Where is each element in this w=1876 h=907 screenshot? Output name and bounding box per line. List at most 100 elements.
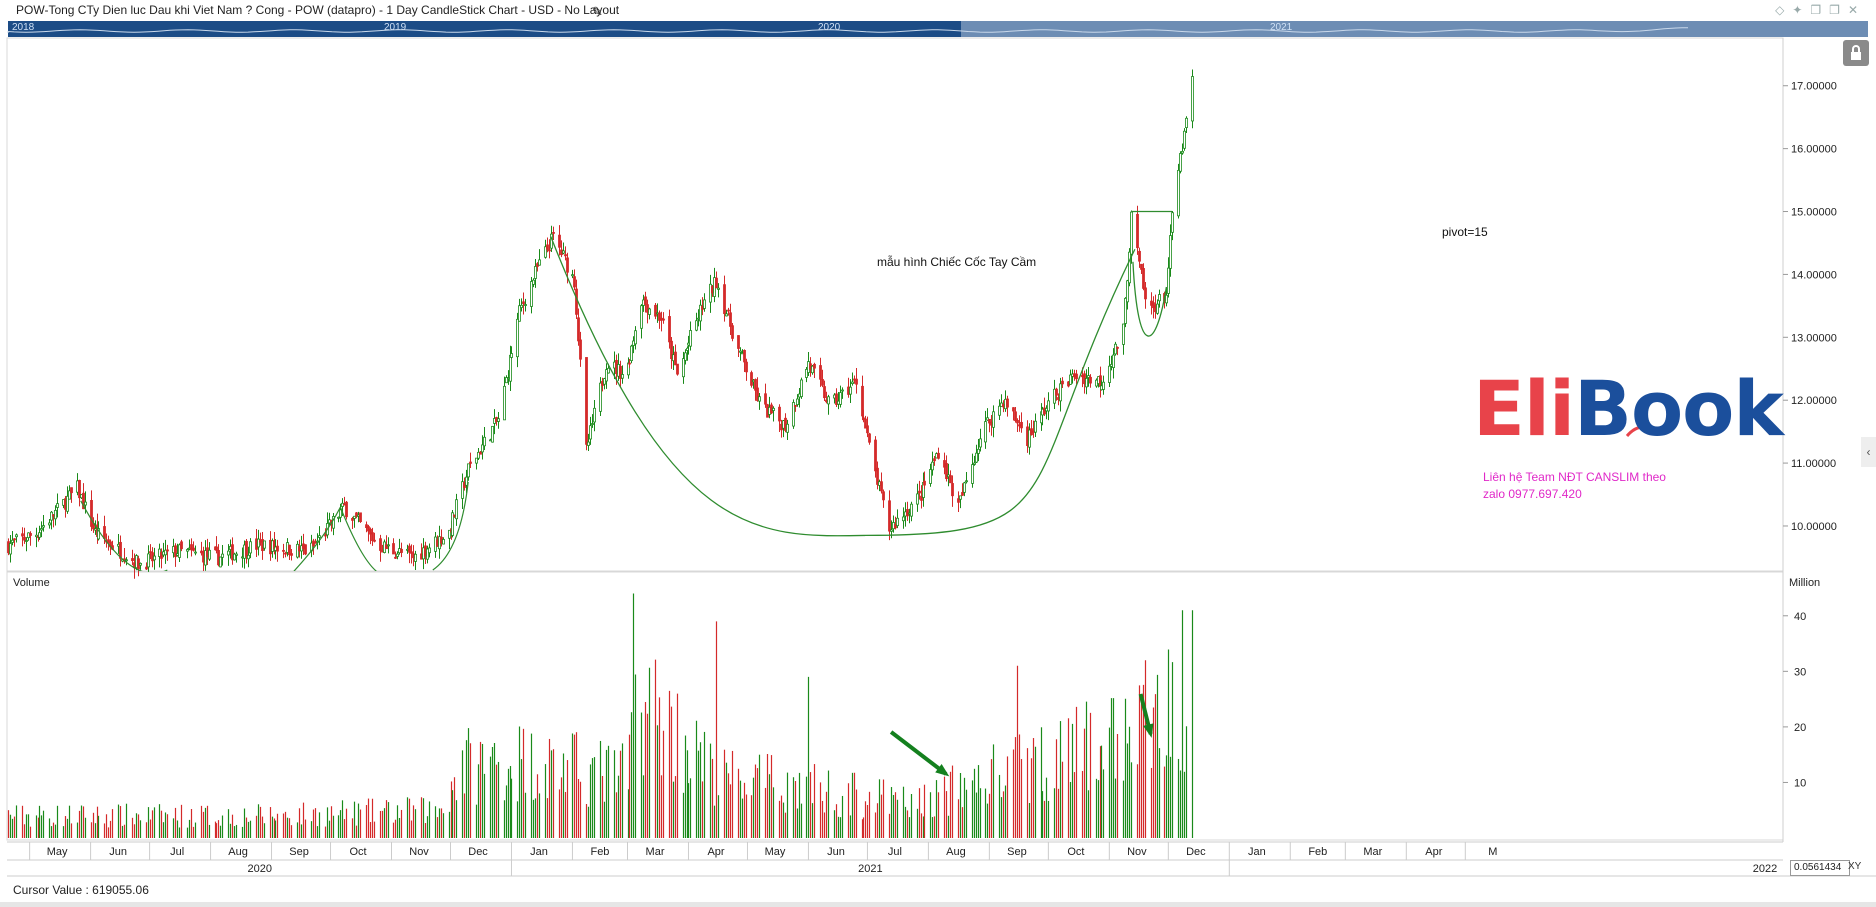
navigator-range[interactable] [961, 21, 1868, 37]
navigator-selection[interactable] [8, 21, 961, 37]
candle-body [503, 385, 506, 421]
candle-body [654, 304, 657, 317]
candle-body [973, 462, 976, 465]
candle-body [823, 386, 826, 399]
candle-body [862, 417, 865, 420]
candle-body [961, 492, 964, 496]
volume-arrow-head [1143, 723, 1154, 738]
logo-text-bo: Bo [1574, 364, 1683, 453]
candle-body [351, 518, 354, 521]
time-navigator[interactable]: 2018 2019 2020 2021 [8, 21, 1868, 37]
candle-body [754, 379, 757, 391]
candle-body [78, 479, 81, 499]
candle-body [868, 433, 871, 443]
candle-body [284, 552, 287, 555]
candle-body [461, 481, 464, 499]
candle-body [591, 423, 594, 425]
collapse-panel-icon[interactable]: ‹ [1861, 437, 1876, 467]
cup-curve [550, 236, 1136, 537]
contact-line: Liên hệ Team NĐT CANSLIM theo [1483, 470, 1666, 484]
candle-body [497, 418, 500, 422]
candle-body [1108, 365, 1111, 383]
restore-icon[interactable]: ❐ [1810, 3, 1830, 17]
logo-text-eli: Eli [1473, 364, 1575, 453]
candle-body [778, 406, 781, 422]
candle-body [1138, 250, 1141, 262]
edit-title-icon[interactable]: ✎ [592, 4, 603, 19]
candle-body [483, 436, 486, 447]
candle-body [1191, 76, 1194, 122]
candle-body [394, 556, 397, 559]
candle-body [684, 352, 687, 361]
year-label: 2021 [858, 863, 882, 875]
candle-body [640, 305, 643, 329]
candle-body [227, 550, 230, 556]
navigator-year: 2021 [1270, 22, 1293, 33]
candle-body [524, 304, 527, 306]
volume-axis-label: 40 [1794, 611, 1806, 623]
candle-body [992, 411, 995, 428]
lock-icon[interactable] [1843, 40, 1869, 66]
xy-value-field[interactable]: 0.0561434 [1790, 860, 1850, 876]
candle-body [249, 541, 252, 554]
candle-body [359, 512, 362, 522]
candle-body [532, 279, 535, 285]
navigator-year: 2019 [384, 22, 407, 33]
candle-body [339, 509, 342, 518]
diamond-icon[interactable]: ◇ [1775, 3, 1793, 17]
candle-body [15, 534, 18, 538]
month-label: Sep [289, 846, 309, 858]
pin-icon[interactable]: ✦ [1792, 3, 1811, 17]
close-icon[interactable]: ✕ [1847, 3, 1866, 17]
candle-body [516, 318, 519, 358]
candle-body [695, 320, 698, 331]
candle-body [1116, 346, 1119, 349]
candle-body [796, 398, 799, 405]
candle-body [355, 512, 358, 517]
candle-body [894, 523, 897, 529]
candle-body [566, 257, 569, 273]
month-label: May [765, 846, 786, 858]
candle-body [874, 439, 877, 472]
candle-body [1177, 169, 1180, 217]
candle-body [353, 515, 356, 519]
month-label: M [1488, 846, 1497, 858]
candle-body [70, 487, 73, 494]
candle-body [794, 404, 797, 407]
month-label: Jan [1248, 846, 1266, 858]
candle-body [674, 351, 677, 366]
candle-body [522, 301, 525, 305]
candle-body [902, 516, 905, 522]
navigator-series-line [7, 27, 1689, 33]
candle-body [998, 405, 1001, 416]
candle-body [245, 540, 248, 557]
window-controls[interactable]: ◇✦❐❐✕ [1775, 0, 1866, 20]
volume-axis-label: 30 [1794, 666, 1806, 678]
candle-body [379, 538, 382, 551]
candle-body [827, 396, 830, 405]
candle-body [855, 378, 858, 385]
candle-body [786, 423, 789, 433]
candle-body [190, 544, 193, 551]
maximize-icon[interactable]: ❐ [1829, 3, 1848, 17]
candle-body [587, 441, 590, 446]
candle-body [1181, 150, 1184, 154]
candle-body [221, 553, 224, 558]
month-label: Mar [1363, 846, 1382, 858]
month-label: Nov [409, 846, 429, 858]
candle-body [219, 556, 222, 568]
candle-body [603, 378, 606, 385]
candle-body [577, 317, 580, 342]
candle-body [558, 234, 561, 248]
candle-body [986, 417, 989, 421]
candle-body [1014, 411, 1017, 422]
chart-title: POW-Tong CTy Dien luc Dau khi Viet Nam ?… [16, 3, 620, 17]
month-label: Sep [1007, 846, 1027, 858]
month-label: Oct [350, 846, 367, 858]
cursor-value: Cursor Value : 619055.06 [13, 883, 149, 897]
candle-body [949, 475, 952, 484]
candle-body [448, 529, 451, 539]
candle-body [703, 299, 706, 309]
candle-body [573, 276, 576, 288]
